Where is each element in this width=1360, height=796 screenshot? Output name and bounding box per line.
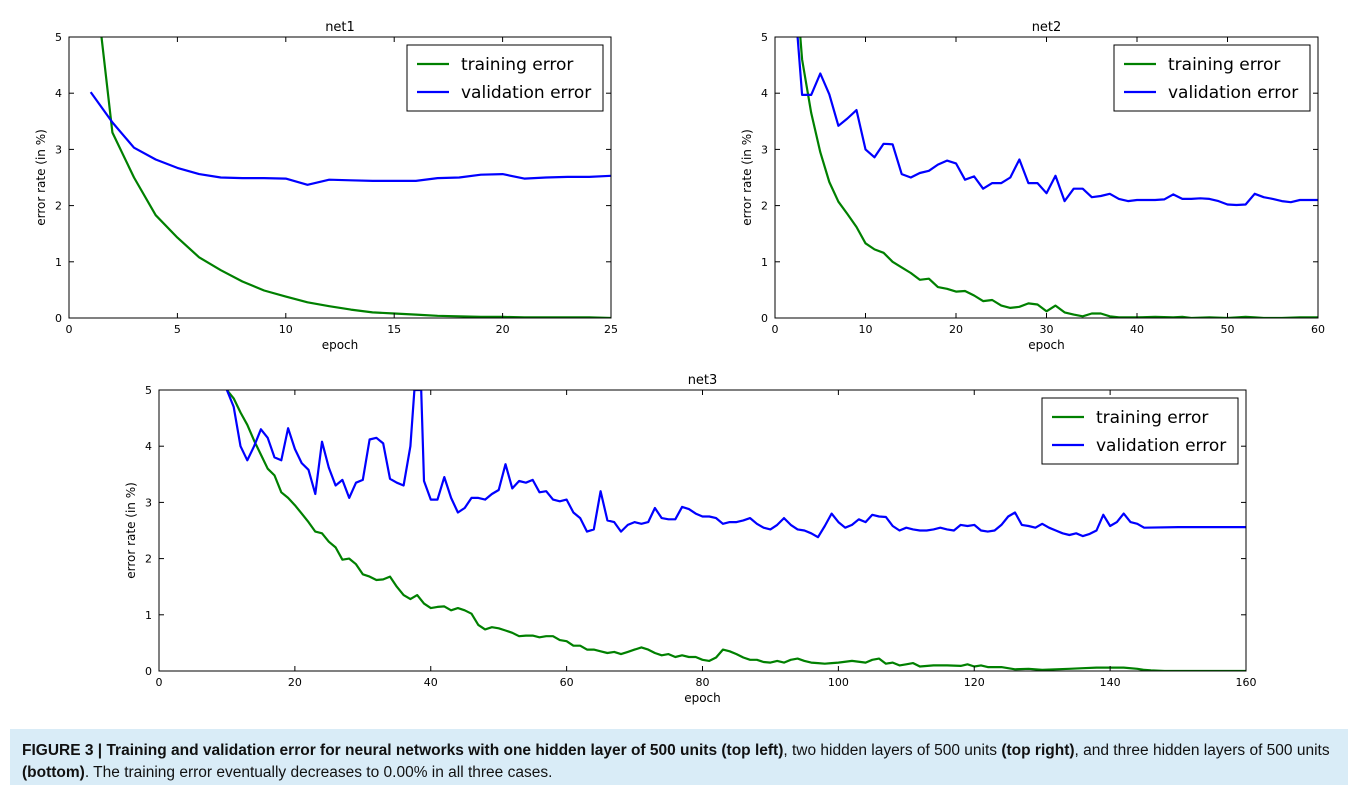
net2-y-axis-label: error rate (in %) xyxy=(740,129,754,226)
net1-x-tick-label: 25 xyxy=(604,323,618,336)
net2-x-tick-label: 20 xyxy=(949,323,963,336)
net1-plot-frame xyxy=(68,36,612,319)
net1-y-tick-label: 2 xyxy=(55,200,62,213)
net2-y-tick-label: 0 xyxy=(761,312,768,325)
net1-x-tick-label: 15 xyxy=(387,323,401,336)
net3-x-tick-label: 20 xyxy=(288,676,302,689)
net3-y-tick-label: 1 xyxy=(145,609,152,622)
net3-title: net3 xyxy=(688,373,718,388)
net3-series-validation-line xyxy=(225,390,1246,539)
net3-x-tick-label: 40 xyxy=(424,676,438,689)
net1-series-validation-line xyxy=(89,91,611,186)
net2-title: net2 xyxy=(1032,20,1062,35)
net2-y-tick-label: 5 xyxy=(761,31,768,44)
caption-text-1: , two hidden layers of 500 units xyxy=(783,742,1002,759)
net2-x-tick-label: 10 xyxy=(859,323,873,336)
net2-x-tick-label: 30 xyxy=(1040,323,1054,336)
net1-y-tick-label: 3 xyxy=(55,143,62,156)
net1-legend-box xyxy=(406,44,604,112)
net2-x-tick-label: 0 xyxy=(772,323,779,336)
net2-y-tick-label: 1 xyxy=(761,256,768,269)
figure-caption: FIGURE 3 | Training and validation error… xyxy=(10,729,1348,785)
net3-x-axis-label: epoch xyxy=(684,691,721,705)
net1-legend: training error validation error xyxy=(406,44,604,112)
net1-y-tick-label: 0 xyxy=(55,312,62,325)
caption-bold-top-right: (top right) xyxy=(1001,742,1075,759)
net2-legend: training error validation error xyxy=(1113,44,1311,112)
net1-x-tick-label: 20 xyxy=(496,323,510,336)
net2-x-axis-label: epoch xyxy=(1028,338,1065,352)
net2-x-tick-label: 50 xyxy=(1221,323,1235,336)
net2-series-validation-line xyxy=(796,37,1318,207)
net3-x-tick-label: 120 xyxy=(964,676,985,689)
net3-y-axis-label: error rate (in %) xyxy=(124,482,138,579)
net1-legend-label-training: training error xyxy=(461,55,573,75)
net1-y-axis-label: error rate (in %) xyxy=(34,129,48,226)
net1-series-training-line xyxy=(100,37,611,318)
net2-y-tick-label: 3 xyxy=(761,143,768,156)
caption-label: FIGURE 3 | xyxy=(22,742,107,759)
caption-text-2: , and three hidden layers of 500 units xyxy=(1074,742,1330,759)
net3-x-tick-label: 160 xyxy=(1236,676,1257,689)
net1-y-tick-label: 1 xyxy=(55,256,62,269)
caption-bold-intro: Training and validation error for neural… xyxy=(106,742,784,759)
net1-chart: 0 5 10 15 20 25 0 1 2 3 4 5 net1 epoch error rate (in … xyxy=(34,20,618,352)
net3-legend-label-training: training error xyxy=(1096,408,1208,428)
net3-x-tick-label: 60 xyxy=(560,676,574,689)
net3-y-tick-label: 0 xyxy=(145,665,152,678)
net3-y-tick-label: 2 xyxy=(145,553,152,566)
net3-y-tick-label: 5 xyxy=(145,384,152,397)
net3-x-tick-label: 100 xyxy=(828,676,849,689)
net3-chart: 0 20 40 60 80 100 120 140 160 0 1 2 3 4 5 net3 epoch erro… xyxy=(124,373,1257,705)
caption-bold-bottom: (bottom) xyxy=(22,764,85,781)
net3-x-tick-label: 0 xyxy=(156,676,163,689)
net1-legend-label-validation: validation error xyxy=(461,83,591,103)
net3-x-tick-label: 80 xyxy=(696,676,710,689)
net1-x-tick-label: 5 xyxy=(174,323,181,336)
net3-series-training-line xyxy=(226,390,1246,671)
net3-legend-box xyxy=(1041,397,1239,465)
net1-x-tick-label: 0 xyxy=(66,323,73,336)
net3-y-tick-label: 3 xyxy=(145,496,152,509)
net2-legend-label-training: training error xyxy=(1168,55,1280,75)
net2-x-tick-label: 40 xyxy=(1130,323,1144,336)
net3-legend: training error validation error xyxy=(1041,397,1239,465)
net2-legend-label-validation: validation error xyxy=(1168,83,1298,103)
net1-y-tick-label: 5 xyxy=(55,31,62,44)
net3-y-tick-label: 4 xyxy=(145,440,152,453)
net1-x-axis-label: epoch xyxy=(322,338,359,352)
net3-x-tick-label: 140 xyxy=(1100,676,1121,689)
net1-title: net1 xyxy=(325,20,355,35)
net1-y-tick-label: 4 xyxy=(55,87,62,100)
net2-legend-box xyxy=(1113,44,1311,112)
net2-y-tick-label: 2 xyxy=(761,200,768,213)
net1-x-tick-label: 10 xyxy=(279,323,293,336)
net2-chart: 0 10 20 30 40 50 60 0 1 2 3 4 5 net2 epoch error rate (… xyxy=(740,20,1325,352)
caption-text-3: . The training error eventually decrease… xyxy=(84,764,553,781)
net2-y-tick-label: 4 xyxy=(761,87,768,100)
net2-x-tick-label: 60 xyxy=(1311,323,1325,336)
net3-legend-label-validation: validation error xyxy=(1096,436,1226,456)
